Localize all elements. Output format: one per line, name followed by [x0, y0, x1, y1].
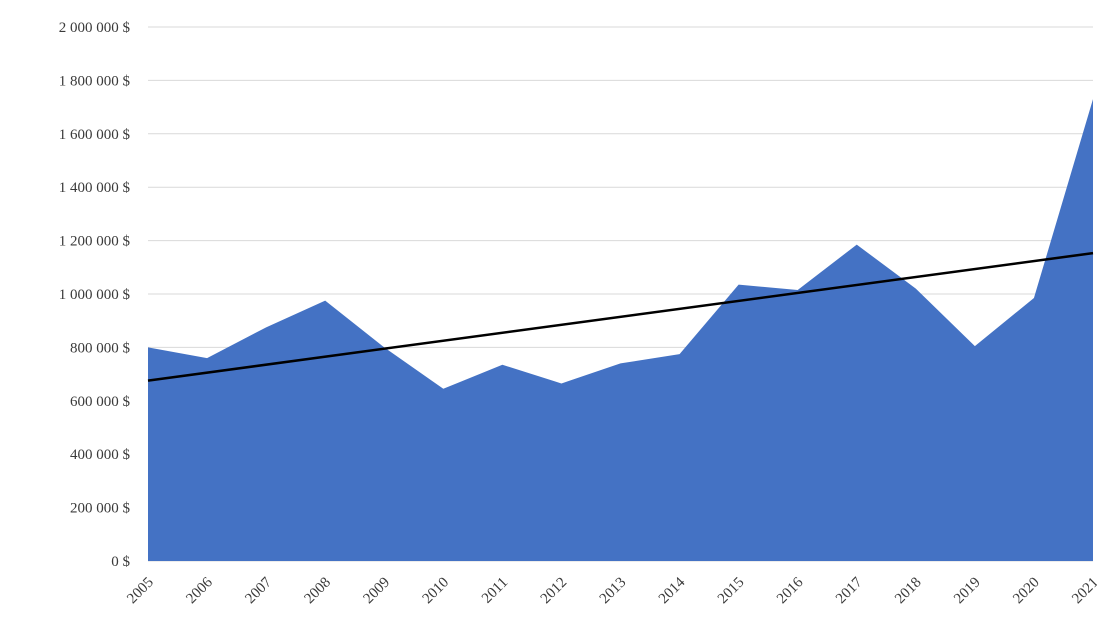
y-tick-label: 0 $: [111, 554, 130, 570]
x-tick-label: 2012: [538, 575, 571, 608]
y-tick-label: 1 800 000 $: [59, 73, 131, 89]
x-tick-label: 2017: [833, 574, 866, 607]
x-tick-label: 2021: [1069, 575, 1097, 608]
y-tick-label: 2 000 000 $: [59, 20, 131, 36]
y-tick-label: 200 000 $: [70, 501, 131, 517]
y-axis: 0 $ 200 000 $ 400 000 $ 600 000 $ 800 000 $ 1…: [59, 20, 131, 570]
x-tick-label: 2005: [124, 575, 157, 608]
y-tick-label: 400 000 $: [70, 447, 131, 463]
x-tick-label: 2020: [1010, 575, 1043, 608]
y-tick-label: 600 000 $: [70, 394, 131, 410]
y-tick-label: 1 600 000 $: [59, 127, 131, 143]
x-tick-label: 2014: [656, 574, 689, 607]
y-tick-label: 800 000 $: [70, 340, 131, 356]
x-tick-label: 2016: [774, 574, 807, 607]
x-tick-label: 2013: [597, 575, 630, 608]
x-tick-label: 2010: [420, 575, 453, 608]
x-tick-label: 2007: [242, 574, 275, 607]
x-tick-label: 2009: [361, 575, 394, 608]
x-tick-label: 2008: [301, 575, 334, 608]
x-tick-label: 2011: [479, 575, 511, 607]
x-axis: 2005 2006 2007 2008 2009 2010 2011 2012 2013 2014…: [124, 574, 1097, 607]
trendline-group: [147, 251, 1094, 382]
y-tick-label: 1 400 000 $: [59, 180, 131, 196]
trendline: [147, 251, 1094, 382]
x-tick-label: 2019: [951, 575, 984, 608]
x-tick-label: 2015: [715, 575, 748, 608]
area-series: [148, 99, 1093, 561]
y-tick-label: 1 000 000 $: [59, 287, 131, 303]
x-tick-label: 2018: [892, 575, 925, 608]
x-tick-label: 2006: [183, 574, 216, 607]
y-tick-label: 1 200 000 $: [59, 234, 131, 250]
area-fill: [148, 99, 1093, 561]
